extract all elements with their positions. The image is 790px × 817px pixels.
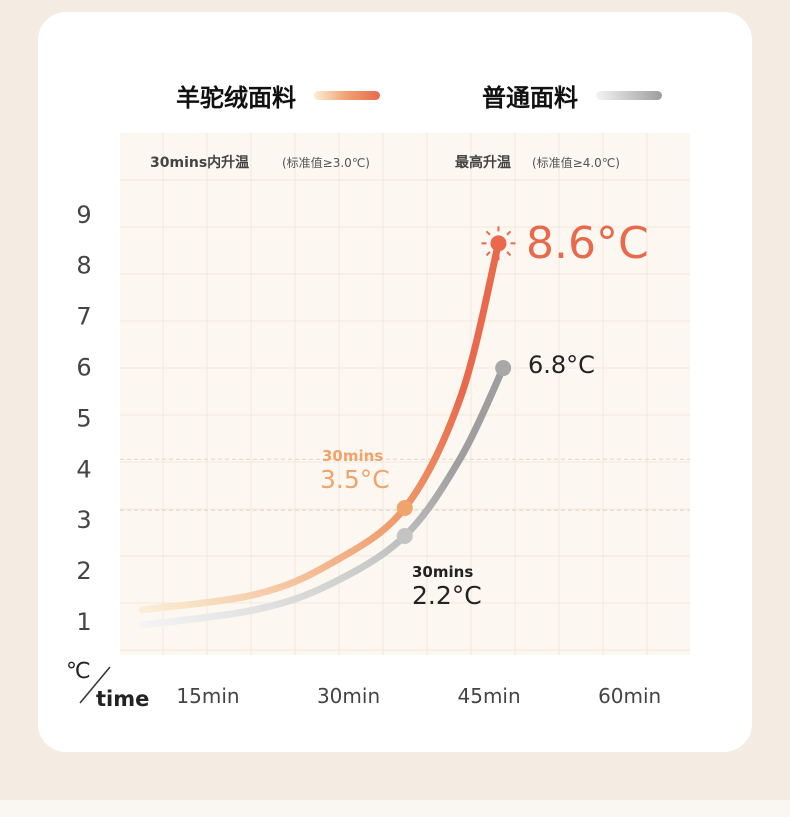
max-value-label: 6.8°C (528, 351, 595, 379)
axis-divider (79, 666, 111, 704)
legend-label: 羊驼绒面料 (176, 84, 296, 112)
y-axis-label: ℃ (66, 659, 91, 684)
legend-swatch (596, 91, 662, 100)
data-point (396, 500, 413, 517)
y-tick-label: 6 (76, 354, 91, 382)
y-tick-label: 4 (76, 455, 91, 483)
sun-ray (506, 230, 512, 236)
data-point (396, 528, 413, 545)
x-tick-label: 30min (317, 684, 380, 708)
legend-alpaca: 羊驼绒面料 (176, 78, 380, 113)
x-tick-label: 15min (176, 684, 239, 708)
annotation-sub: 30mins (322, 447, 383, 465)
x-axis-label: time (96, 687, 149, 711)
legend-swatch (314, 91, 380, 100)
y-tick-label: 2 (76, 557, 91, 585)
criteria-label: (标准值≥3.0℃) (282, 155, 370, 170)
data-point (495, 360, 512, 377)
sun-ray (506, 251, 512, 257)
legend-label: 普通面料 (482, 84, 578, 112)
criteria-label: (标准值≥4.0℃) (532, 155, 620, 170)
data-point (490, 235, 507, 252)
annotation-sub: 30mins (412, 563, 473, 581)
criteria-label: 30mins内升温 (150, 154, 249, 171)
y-tick-label: 8 (76, 252, 91, 280)
y-tick-label: 5 (76, 404, 91, 432)
annotation-value: 2.2°C (412, 581, 482, 610)
sun-ray (485, 251, 491, 257)
y-tick-label: 1 (76, 608, 91, 636)
series-line (138, 364, 507, 629)
y-tick-label: 3 (76, 506, 91, 534)
criteria-label: 最高升温 (455, 154, 511, 171)
legend-normal: 普通面料 (482, 78, 662, 113)
annotation-value: 3.5°C (320, 465, 390, 494)
x-tick-label: 45min (458, 684, 521, 708)
sun-ray (485, 230, 491, 236)
plot-area (120, 133, 690, 655)
footer-strip (0, 800, 790, 817)
y-tick-label: 9 (76, 201, 91, 229)
series-line (138, 239, 502, 614)
x-tick-label: 60min (598, 684, 661, 708)
y-tick-label: 7 (76, 303, 91, 331)
max-value-label: 8.6°C (526, 218, 649, 269)
